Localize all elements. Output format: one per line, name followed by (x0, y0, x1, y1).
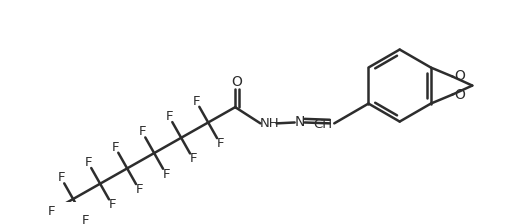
Text: F: F (135, 183, 143, 196)
Text: NH: NH (259, 117, 279, 130)
Text: F: F (193, 95, 200, 108)
Text: F: F (57, 171, 65, 184)
Text: F: F (111, 141, 119, 154)
Text: O: O (454, 69, 465, 83)
Text: F: F (81, 214, 89, 224)
Text: O: O (232, 75, 242, 89)
Text: F: F (217, 137, 224, 150)
Text: F: F (162, 168, 170, 181)
Text: F: F (109, 198, 116, 211)
Text: F: F (48, 205, 56, 218)
Text: F: F (165, 110, 173, 123)
Text: CH: CH (313, 118, 333, 131)
Text: F: F (189, 153, 197, 166)
Text: F: F (85, 156, 92, 169)
Text: F: F (138, 125, 146, 138)
Text: N: N (295, 116, 305, 129)
Text: O: O (454, 88, 465, 102)
